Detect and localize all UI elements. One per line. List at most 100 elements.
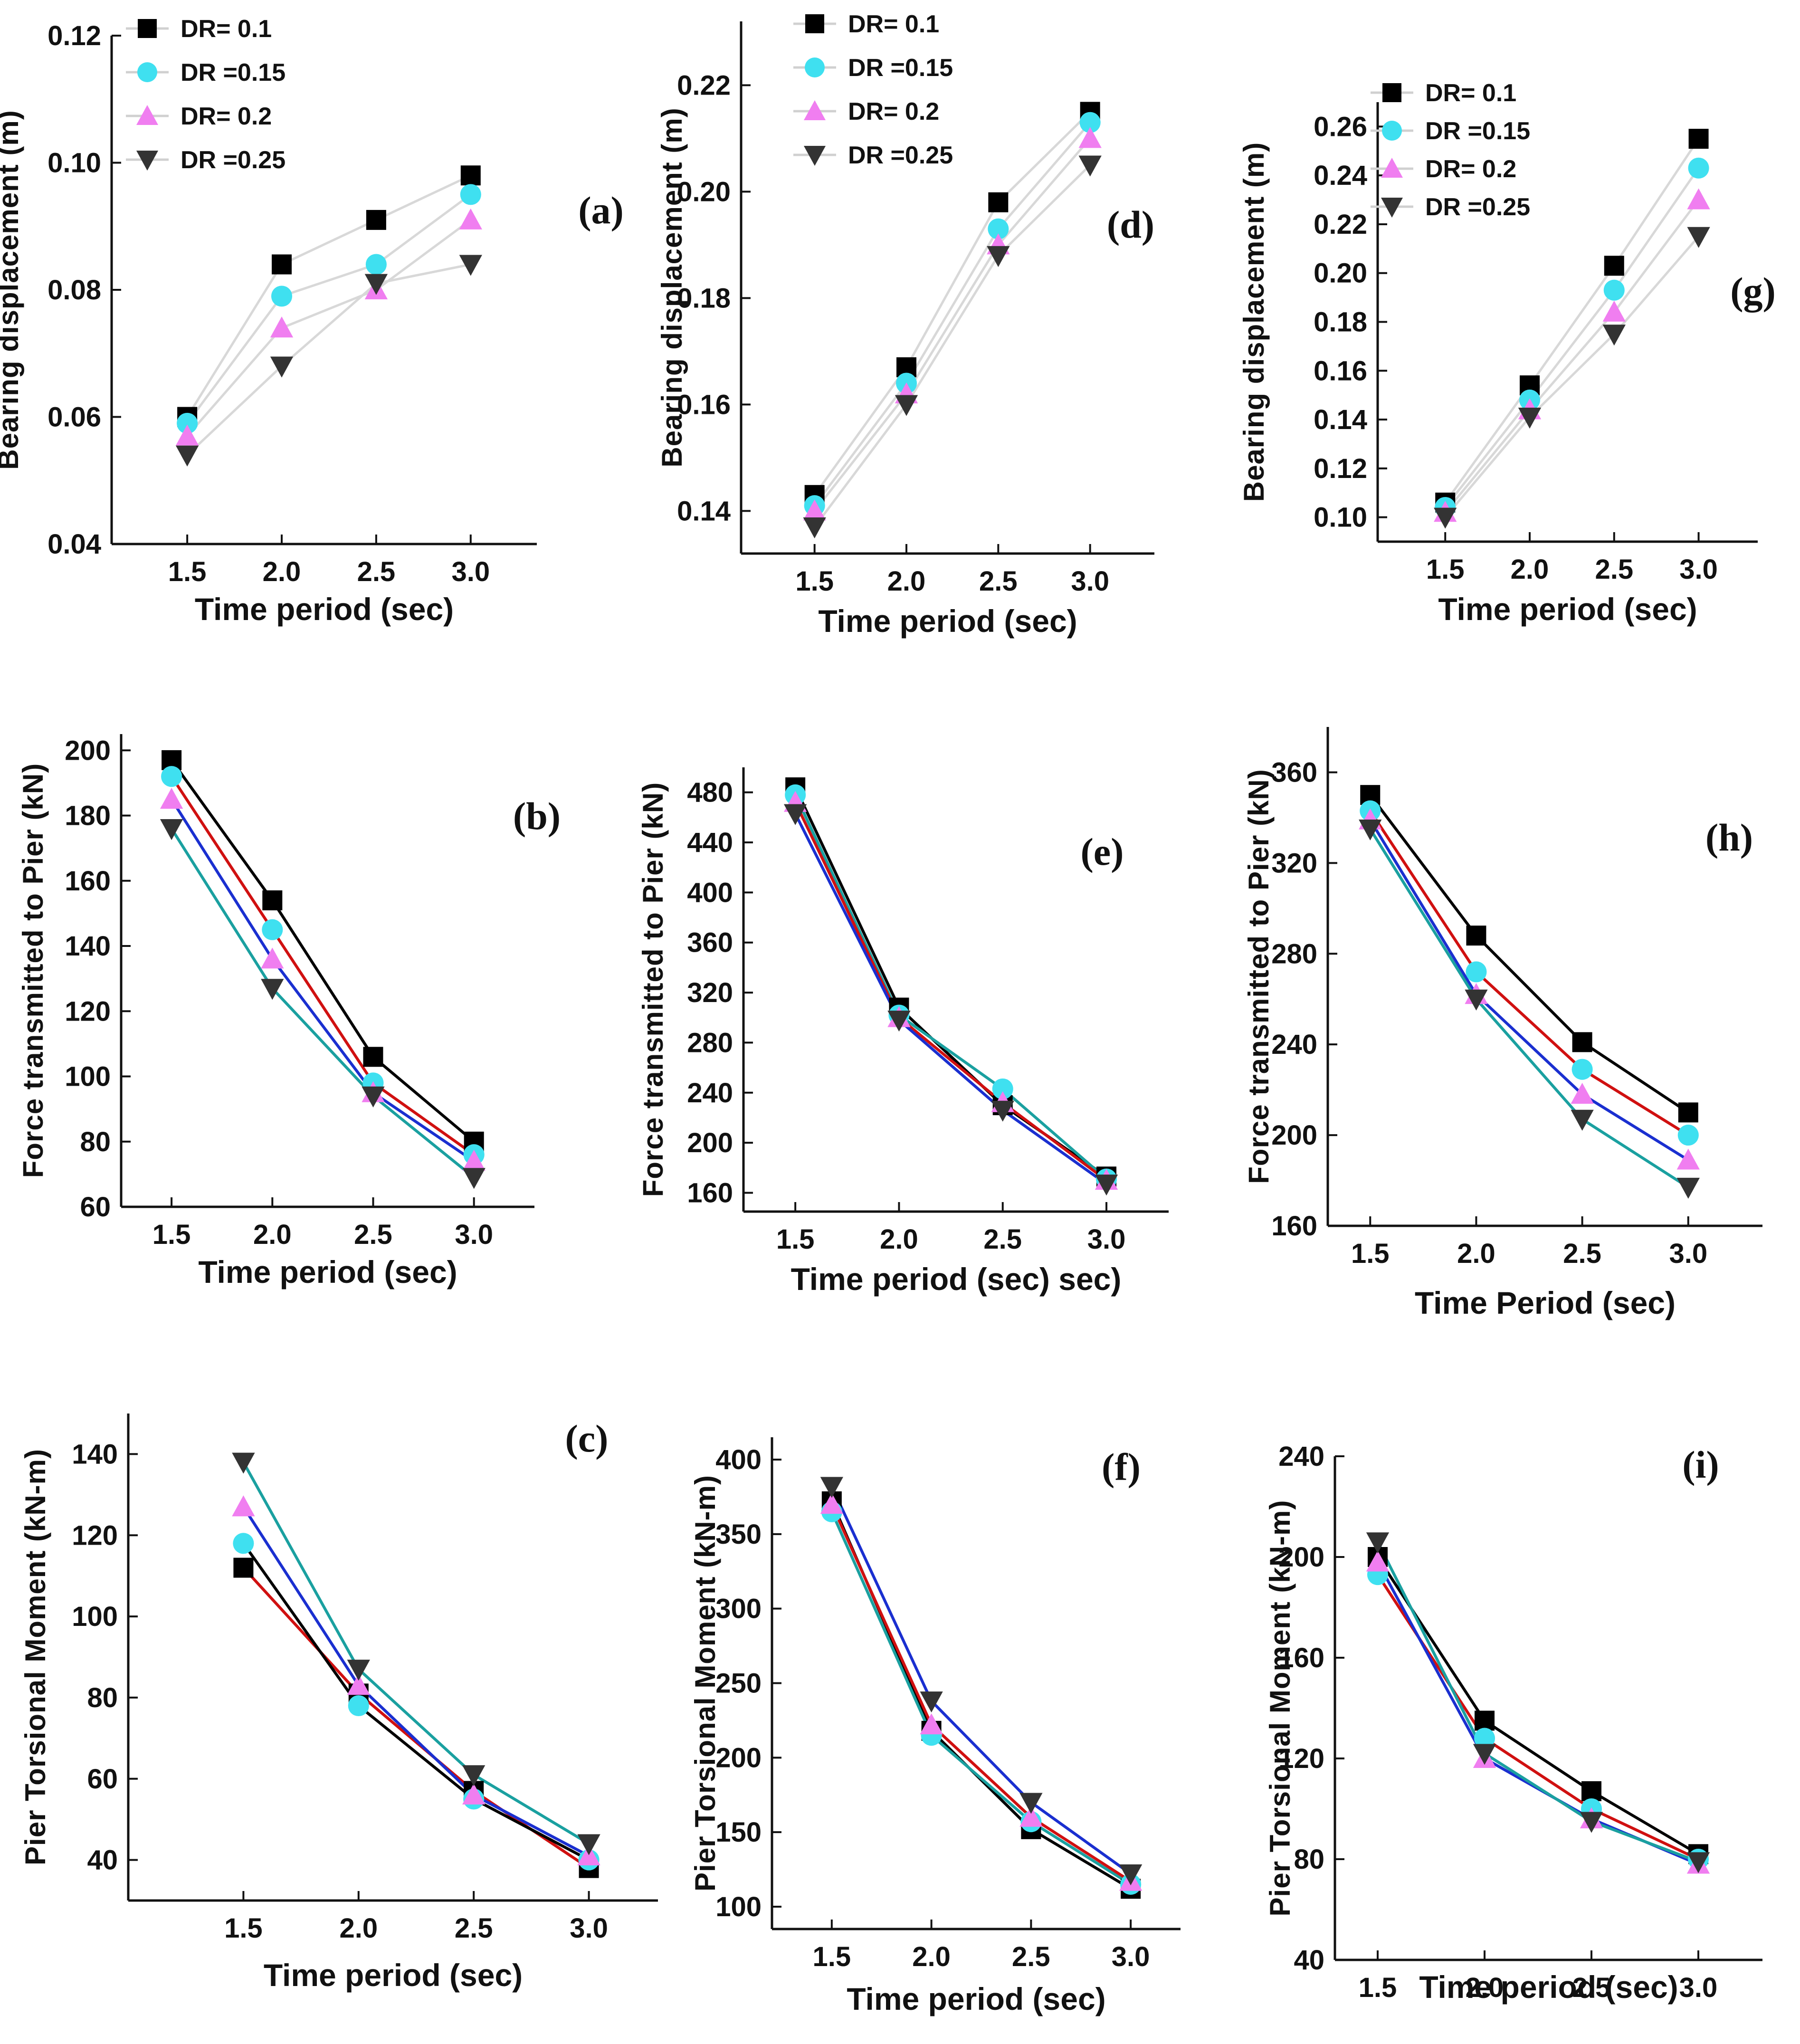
y-tick-label: 0.22 [677,70,731,101]
legend-entry-label: DR= 0.1 [181,15,272,43]
legend-entry-label: DR= 0.2 [1425,155,1516,183]
series-line-2 [1444,167,1700,508]
series-line-4 [830,1486,1132,1875]
legend-marker-triangle-down [1381,198,1403,218]
legend-marker-triangle-down [136,151,158,171]
y-axis-label: Force transmitted to Pier (kN) [637,782,669,1197]
data-point-square [1678,1102,1698,1123]
x-tick-label: 2.5 [983,1224,1022,1255]
data-point-triangle-down [459,255,482,276]
chart-panel-h: 160 200 240 280 320 360 1.5 2.0 2.5 3.0 Time Perio… [1243,727,1762,1320]
series-line-1 [1444,138,1700,504]
x-axis-label: Time period (sec) sec) [791,1261,1122,1297]
data-point-triangle-down [175,445,199,467]
data-point-triangle-up [1019,1805,1043,1827]
series-line-3 [1369,819,1689,1162]
data-point-square [366,210,386,230]
data-point-circle [233,1533,254,1554]
y-tick-label: 140 [65,931,111,962]
data-point-triangle-down [1676,1177,1700,1199]
y-tick-label: 40 [87,1845,118,1876]
x-axis-label: Time period (sec) [1438,592,1697,627]
x-tick-label: 3.0 [1087,1224,1126,1255]
data-point-triangle-down [895,395,918,416]
data-point-square [1475,1710,1495,1731]
data-point-triangle-down [362,1086,385,1108]
legend-marker-triangle-up [1381,158,1403,178]
data-point-square [1688,129,1709,149]
panel-label: (i) [1682,1443,1719,1486]
data-point-circle [1466,961,1487,983]
x-tick-label: 2.5 [354,1219,392,1250]
data-point-circle [1079,112,1101,133]
series-line-2 [830,1511,1132,1886]
y-tick-label: 300 [715,1594,762,1624]
y-tick-label: 0.14 [1314,404,1367,435]
data-point-triangle-down [783,804,807,825]
y-tick-label: 440 [687,827,733,858]
x-tick-label: 3.0 [1679,554,1718,585]
legend-entry-label: DR= 0.2 [848,98,939,125]
x-axis-label: Time period (sec) [195,592,454,627]
y-tick-label: 60 [80,1192,111,1223]
y-tick-label: 0.10 [48,148,101,179]
x-tick-label: 2.0 [1466,1972,1504,2003]
x-tick-label: 2.5 [357,556,396,587]
x-axis-label: Time period (sec) [198,1254,457,1289]
y-tick-label: 200 [65,735,111,766]
series-line-4 [1444,236,1700,518]
legend-marker-triangle-down [804,146,826,166]
x-tick-label: 2.0 [880,1224,918,1255]
y-tick-label: 0.26 [1314,111,1367,142]
legend-marker-circle [805,57,825,77]
series-line-2 [1369,810,1689,1137]
legend-entry-label: DR= 0.1 [848,10,939,38]
data-point-triangle-down [1686,1852,1710,1873]
data-point-triangle-down [920,1691,943,1713]
y-tick-label: 400 [715,1444,762,1475]
data-point-triangle-up [462,1783,486,1805]
y-tick-label: 150 [715,1817,762,1848]
data-point-square [460,165,481,186]
legend-marker-circle [1382,121,1402,141]
data-point-triangle-up [1571,1083,1594,1104]
data-point-triangle-up [175,424,199,446]
y-tick-label: 0.16 [677,389,731,420]
panel-label: (c) [565,1417,608,1460]
data-point-triangle-up [803,499,826,521]
series-line-3 [794,802,1107,1182]
legend: DR= 0.1 DR =0.15 DR= 0.2 DR =0.25 [1371,79,1530,221]
x-tick-label: 2.5 [1563,1238,1601,1269]
series-line-1 [1369,794,1689,1114]
y-tick-label: 80 [87,1682,118,1713]
x-tick-label: 3.0 [1071,566,1109,597]
series-line-4 [242,1461,590,1845]
y-tick-label: 180 [65,801,111,831]
series-line-2 [170,775,475,1156]
legend: DR= 0.1 DR =0.15 DR= 0.2 DR =0.25 [793,10,953,169]
data-point-square [1572,1032,1592,1052]
y-tick-label: 360 [1271,757,1317,788]
series-line-3 [186,219,472,437]
series-line-4 [170,828,475,1179]
legend-marker-triangle-up [804,100,826,120]
data-point-triangle-down [462,1765,486,1786]
data-point-triangle-up [232,1495,255,1517]
y-tick-label: 0.10 [1314,502,1367,533]
data-point-triangle-up [820,1492,844,1514]
y-tick-label: 240 [1271,1029,1317,1060]
x-tick-label: 2.5 [455,1913,493,1944]
x-tick-label: 2.0 [1511,554,1549,585]
data-point-triangle-down [1602,325,1626,346]
series-line-2 [1376,1574,1699,1861]
series-line-3 [830,1503,1132,1883]
y-tick-label: 160 [687,1177,733,1208]
series-line-4 [813,164,1091,528]
series-line-4 [186,263,471,456]
data-point-triangle-down [991,1100,1014,1122]
x-tick-label: 2.0 [339,1913,378,1944]
series-line-1 [170,759,475,1143]
data-point-triangle-down [1095,1175,1118,1196]
data-point-square [363,1047,383,1067]
data-point-triangle-down [1366,1532,1390,1554]
